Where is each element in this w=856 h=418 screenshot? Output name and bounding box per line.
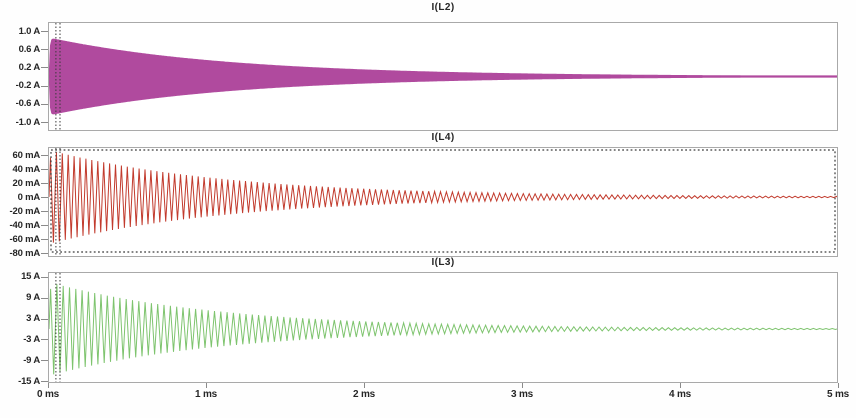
y-tick-mark <box>41 225 48 226</box>
y-tick-mark <box>41 169 48 170</box>
y-tick-mark <box>41 85 48 87</box>
y-tick-mark <box>41 49 48 51</box>
waveform-trace-il4 <box>49 151 837 243</box>
waveform-trace-il2 <box>49 38 837 115</box>
y-tick-mark <box>41 67 48 69</box>
selection-marquee[interactable] <box>50 149 836 253</box>
y-tick-label: 1.0 A <box>18 25 41 37</box>
y-tick-mark <box>41 155 48 156</box>
y-tick-mark <box>41 239 48 240</box>
x-tick-label: 1 ms <box>195 389 217 400</box>
y-tick-mark <box>41 253 48 254</box>
x-tick-mark <box>522 383 523 388</box>
y-tick-mark <box>41 122 48 123</box>
y-tick-mark <box>41 183 48 184</box>
y-tick-label: 20 mA <box>12 177 40 189</box>
y-tick-mark <box>41 31 48 32</box>
y-tick-mark <box>41 381 48 382</box>
x-tick-label: 4 ms <box>669 389 691 400</box>
panel-title-il2: I(L2) <box>431 2 455 13</box>
x-tick-mark <box>206 383 207 388</box>
y-tick-label: 40 mA <box>12 163 40 175</box>
y-tick-label: 9 A <box>26 292 40 304</box>
y-tick-label: -0.2 A <box>15 80 41 92</box>
x-tick-label: 5 ms <box>827 389 849 400</box>
x-tick-mark <box>364 383 365 388</box>
x-tick-label: 2 ms <box>353 389 375 400</box>
plot-area-il3[interactable] <box>48 272 838 383</box>
y-tick-label: -80 mA <box>9 247 41 259</box>
panel-title-il4: I(L4) <box>431 132 455 143</box>
y-tick-label: -15 A <box>18 375 40 387</box>
y-tick-label: -20 mA <box>9 205 41 217</box>
x-tick-label: 0 ms <box>37 389 59 400</box>
y-tick-mark <box>41 276 48 278</box>
y-tick-label: -1.0 A <box>15 116 41 128</box>
plot-area-il4[interactable] <box>48 147 838 257</box>
x-tick-label: 3 ms <box>511 389 533 400</box>
y-tick-label: -0.6 A <box>15 98 41 110</box>
y-tick-mark <box>41 318 48 320</box>
y-tick-mark <box>41 360 48 362</box>
y-tick-label: 0.6 A <box>18 43 41 55</box>
waveform-trace-il3 <box>49 284 837 375</box>
y-tick-label: 15 A <box>21 271 40 283</box>
y-tick-mark <box>41 103 48 105</box>
y-tick-mark <box>41 211 48 212</box>
x-tick-mark <box>48 383 49 388</box>
y-tick-label: -3 A <box>23 333 40 345</box>
y-tick-label: -60 mA <box>9 233 41 245</box>
y-tick-label: -40 mA <box>9 219 41 231</box>
x-tick-mark <box>680 383 681 388</box>
y-tick-mark <box>41 197 48 198</box>
y-tick-label: 3 A <box>26 313 40 325</box>
panel-title-il3: I(L3) <box>431 257 455 268</box>
y-tick-mark <box>41 339 48 341</box>
y-tick-label: 0 mA <box>17 191 41 203</box>
y-tick-label: -9 A <box>23 354 40 366</box>
plot-area-il2[interactable] <box>48 22 838 131</box>
y-tick-mark <box>41 297 48 299</box>
y-tick-label: 0.2 A <box>18 61 41 73</box>
y-tick-label: 60 mA <box>12 149 40 161</box>
x-tick-mark <box>838 383 839 388</box>
